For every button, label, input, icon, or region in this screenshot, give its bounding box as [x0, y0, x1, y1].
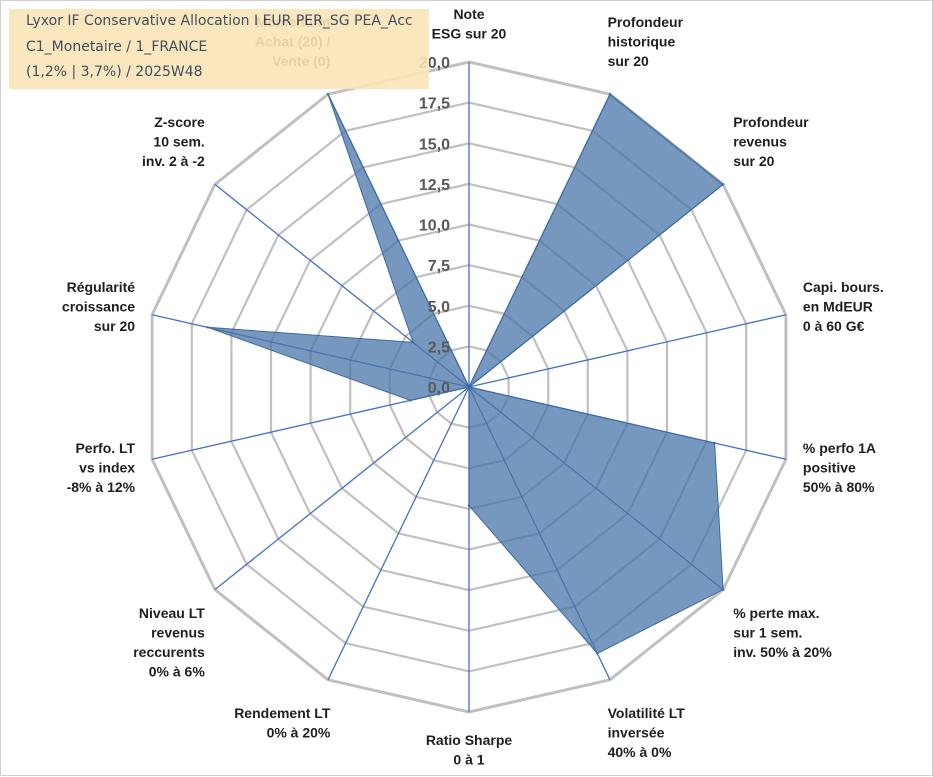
axis-label: Niveau LT revenus reccurents 0% à 6%	[133, 605, 205, 680]
series-point	[411, 341, 415, 344]
axis-label: Perfo. LT vs index -8% à 12%	[67, 440, 136, 495]
series-point	[206, 326, 209, 329]
axis-label: Rendement LT 0% à 20%	[234, 705, 331, 741]
tick-label: 5,0	[428, 299, 450, 316]
axis-label: Capi. bours. en MdEUR 0 à 60 G€	[803, 279, 884, 334]
tick-label: 0,0	[428, 380, 450, 397]
chart-title-line-2: C1_Monetaire / 1_FRANCE	[26, 39, 208, 55]
axis-spoke	[468, 314, 787, 388]
chart-title-line-3: (1,2% | 3,7%) / 2025W48	[26, 64, 203, 80]
series-point	[409, 399, 412, 402]
tick-label: 12,5	[419, 177, 450, 194]
series-point	[713, 441, 716, 445]
axis-labels: Note ESG sur 20 Profondeur historique sur 20…	[62, 6, 884, 768]
tick-label: 10,0	[419, 218, 450, 235]
axis-label: Volatilité LT inversée 40% à 0%	[608, 705, 686, 760]
series-area	[206, 93, 725, 655]
axis-label: % perte max. sur 1 sem. inv. 50% à 20%	[733, 605, 832, 660]
series-point	[608, 93, 612, 96]
axis-label: Note ESG sur 20	[432, 6, 507, 42]
tick-label: 7,5	[428, 258, 450, 275]
chart-title-box: Lyxor IF Conservative Allocation I EUR P…	[9, 9, 429, 89]
axis-label: Z-score 10 sem. inv. 2 à -2	[142, 114, 205, 169]
tick-label: 2,5	[428, 339, 450, 356]
series-point	[721, 588, 725, 591]
chart-title-line-1: Lyxor IF Conservative Allocation I EUR P…	[26, 13, 413, 29]
tick-label: 17,5	[419, 96, 450, 113]
axis-label: Ratio Sharpe 0 à 1	[426, 732, 513, 768]
series-point	[467, 504, 471, 507]
axis-label: Profondeur revenus sur 20	[733, 114, 809, 169]
axis-label: % perfo 1A positive 50% à 80%	[803, 440, 876, 495]
series-point	[326, 93, 330, 96]
axis-spoke	[327, 386, 470, 681]
series-point	[467, 385, 471, 389]
tick-labels: 0,02,55,07,510,012,515,017,520,0	[419, 55, 450, 397]
axis-label: Profondeur historique sur 20	[608, 14, 684, 69]
axis-label: Régularité croissance sur 20	[62, 279, 135, 334]
series-polygon	[207, 93, 724, 655]
series-point	[721, 183, 725, 186]
axis-spoke	[214, 386, 470, 591]
tick-label: 15,0	[419, 136, 450, 153]
series-point	[596, 652, 599, 655]
